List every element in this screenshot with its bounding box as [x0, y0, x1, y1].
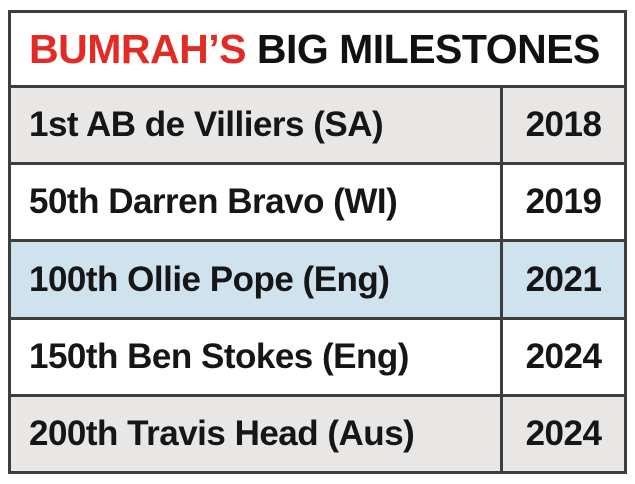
milestone-cell: 200th Travis Head (Aus) — [29, 413, 415, 453]
table-row: 1st AB de Villiers (SA) 2018 — [11, 85, 624, 163]
title-rest: BIG MILESTONES — [245, 25, 601, 72]
year-cell: 2021 — [500, 242, 624, 317]
table-title: BUMRAH’S BIG MILESTONES — [11, 13, 624, 85]
milestone-cell: 100th Ollie Pope (Eng) — [29, 259, 390, 299]
year-cell: 2018 — [500, 88, 624, 163]
table-row: 150th Ben Stokes (Eng) 2024 — [11, 316, 624, 394]
milestone-cell: 1st AB de Villiers (SA) — [29, 105, 384, 145]
table-row: 100th Ollie Pope (Eng) 2021 — [11, 239, 624, 317]
table-row: 200th Travis Head (Aus) 2024 — [11, 393, 624, 472]
title-highlight: BUMRAH’S — [29, 25, 246, 72]
milestone-cell: 50th Darren Bravo (WI) — [29, 182, 398, 222]
year-cell: 2024 — [500, 396, 624, 472]
year-cell: 2019 — [500, 165, 624, 240]
year-cell: 2024 — [500, 319, 624, 394]
table-row: 50th Darren Bravo (WI) 2019 — [11, 162, 624, 240]
milestone-cell: 150th Ben Stokes (Eng) — [29, 336, 409, 376]
milestones-table: BUMRAH’S BIG MILESTONES 1st AB de Villie… — [8, 10, 627, 474]
